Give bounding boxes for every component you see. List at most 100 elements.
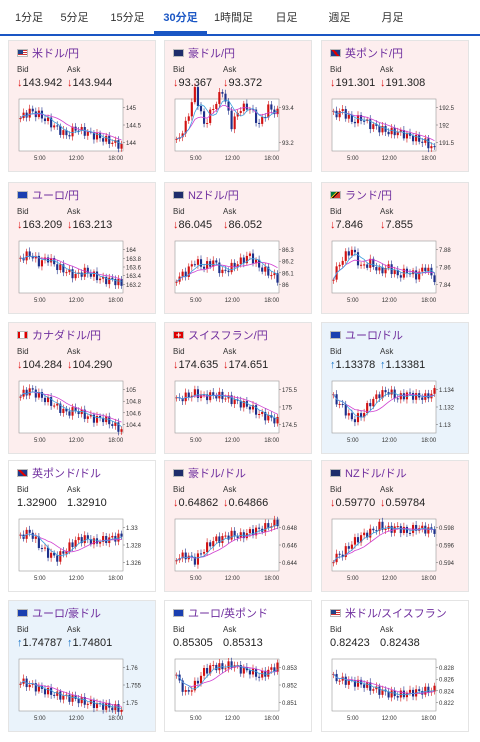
pair-title[interactable]: ユーロ/豪ドル xyxy=(17,605,101,621)
currency-card[interactable]: ユーロ/豪ドル Bid Ask ↑1.74787 ↑1.74801 1.76 1.… xyxy=(8,600,156,732)
pair-title[interactable]: ユーロ/英ポンド xyxy=(173,605,268,621)
currency-card[interactable]: 米ドル/円 Bid Ask ↓143.942 ↓143.944 145 144.5… xyxy=(8,40,156,172)
pair-name[interactable]: ランド/円 xyxy=(345,190,393,202)
candle-body xyxy=(245,401,248,407)
pair-name[interactable]: ユーロ/円 xyxy=(32,190,80,202)
tab-0[interactable]: 1分足 xyxy=(14,12,44,24)
candle-body xyxy=(433,146,436,148)
mini-candle-chart[interactable]: 86.3 86.2 86.1 86 5:00 12:00 18:00 xyxy=(173,239,305,307)
mini-candle-chart[interactable]: 0.828 0.826 0.824 0.822 5:00 12:00 18:00 xyxy=(330,657,462,725)
bid-price: 0.85305 xyxy=(173,637,213,649)
tab-1[interactable]: 5分足 xyxy=(60,12,89,24)
y-tick-label: 104.6 xyxy=(126,411,142,417)
pair-title[interactable]: NZドル/ドル xyxy=(330,465,407,481)
ask-label: Ask xyxy=(380,347,394,356)
candle-body xyxy=(202,266,206,269)
pair-name[interactable]: NZドル/円 xyxy=(188,190,239,202)
moving-average-line xyxy=(20,680,122,707)
pair-name[interactable]: 豪ドル/円 xyxy=(188,48,236,60)
tab-2[interactable]: 15分足 xyxy=(110,12,145,24)
mini-candle-chart[interactable]: 0.648 0.646 0.644 5:00 12:00 18:00 xyxy=(173,515,305,585)
currency-card[interactable]: カナダドル/円 Bid Ask ↓104.284 ↓104.290 105 104… xyxy=(8,322,156,454)
tab-4[interactable]: 1時間足 xyxy=(213,12,254,24)
mini-candle-chart[interactable]: 145 144.5 144 5:00 12:00 18:00 xyxy=(17,97,149,165)
candle-body xyxy=(89,539,92,545)
pair-title[interactable]: 英ポンド/円 xyxy=(330,45,403,61)
candle-body xyxy=(89,414,92,417)
mini-candle-chart[interactable]: 164 163.8 163.6 163.4 163.2 5:00 12:00 18:00 xyxy=(17,239,149,307)
moving-average-line xyxy=(176,665,278,690)
pair-name[interactable]: 豪ドル/ドル xyxy=(188,468,247,480)
pair-title[interactable]: 英ポンド/ドル xyxy=(17,465,101,481)
currency-card[interactable]: ランド/円 Bid Ask ↓7.846 ↓7.855 7.88 7.86 7.84… xyxy=(321,182,469,314)
pair-title[interactable]: 米ドル/スイスフラン xyxy=(330,605,447,621)
pair-name[interactable]: ユーロ/英ポンド xyxy=(188,608,269,620)
candle-body xyxy=(347,251,350,256)
currency-card[interactable]: スイスフラン/円 Bid Ask ↓174.635 ↓174.651 175.5… xyxy=(164,322,312,454)
candle-body xyxy=(117,140,120,149)
currency-card[interactable]: 英ポンド/ドル Bid Ask 1.32900 1.32910 1.33 1.32… xyxy=(8,460,156,592)
tab-3[interactable]: 30分足 xyxy=(154,0,207,34)
pair-name[interactable]: 米ドル/円 xyxy=(32,48,80,60)
currency-card[interactable]: 英ポンド/円 Bid Ask ↓191.301 ↓191.308 192.5 19… xyxy=(321,40,469,172)
x-tick-label: 5:00 xyxy=(190,576,202,582)
candle-body xyxy=(372,398,375,407)
tab-7[interactable]: 月足 xyxy=(381,12,404,24)
currency-card[interactable]: ユーロ/円 Bid Ask ↓163.209 ↓163.213 164 163.8… xyxy=(8,182,156,314)
currency-card[interactable]: NZドル/円 Bid Ask ↓86.045 ↓86.052 86.3 86.2 8… xyxy=(164,182,312,314)
candle-body xyxy=(218,262,221,274)
pair-name[interactable]: ユーロ/ドル xyxy=(345,330,404,342)
pair-name[interactable]: 英ポンド/ドル xyxy=(32,468,102,480)
mini-candle-chart[interactable]: 192.5 192 191.5 5:00 12:00 18:00 xyxy=(330,97,462,165)
pair-name[interactable]: ユーロ/豪ドル xyxy=(32,608,102,620)
mini-candle-chart[interactable]: 1.33 1.328 1.326 5:00 12:00 18:00 xyxy=(17,517,149,585)
pair-title[interactable]: ユーロ/ドル xyxy=(330,327,403,343)
pair-title[interactable]: ランド/円 xyxy=(330,187,392,203)
candle-body xyxy=(56,125,59,127)
candle-body xyxy=(424,525,427,534)
candle-body xyxy=(408,132,412,136)
pair-title[interactable]: ユーロ/円 xyxy=(17,187,79,203)
pair-name[interactable]: スイスフラン/円 xyxy=(188,330,268,342)
pair-title[interactable]: 豪ドル/ドル xyxy=(173,465,246,481)
candle-body xyxy=(175,138,178,140)
tab-6[interactable]: 週足 xyxy=(328,12,351,24)
candle-body xyxy=(393,127,396,136)
candle-body xyxy=(117,704,120,712)
pair-title[interactable]: カナダドル/円 xyxy=(17,327,101,343)
candle-body xyxy=(267,669,270,677)
mini-candle-chart[interactable]: 0.853 0.852 0.851 5:00 12:00 18:00 xyxy=(173,657,305,725)
pair-title[interactable]: NZドル/円 xyxy=(173,187,239,203)
pair-name[interactable]: 英ポンド/円 xyxy=(345,48,404,60)
candle-body xyxy=(369,682,372,691)
pair-name[interactable]: カナダドル/円 xyxy=(32,330,102,342)
pair-name[interactable]: NZドル/ドル xyxy=(345,468,407,480)
currency-card[interactable]: NZドル/ドル Bid Ask ↓0.59770 ↓0.59784 0.598 0… xyxy=(321,460,469,592)
candle-body xyxy=(242,257,245,264)
pair-title[interactable]: 豪ドル/円 xyxy=(173,45,235,61)
mini-candle-chart[interactable]: 1.134 1.132 1.13 5:00 12:00 18:00 xyxy=(330,379,462,447)
candle-body xyxy=(37,536,40,549)
tab-5[interactable]: 日足 xyxy=(275,12,298,24)
bid-price: 0.82423 xyxy=(330,637,370,649)
ask-label: Ask xyxy=(380,485,394,494)
currency-card[interactable]: 豪ドル/ドル Bid Ask ↓0.64862 ↓0.64866 0.648 0.… xyxy=(164,460,312,592)
pair-name[interactable]: 米ドル/スイスフラン xyxy=(345,608,447,620)
candle-body xyxy=(350,249,353,256)
mini-candle-chart[interactable]: 1.76 1.755 1.75 5:00 12:00 18:00 xyxy=(17,657,149,725)
currency-card[interactable]: ユーロ/英ポンド Bid Ask 0.85305 0.85313 0.853 0.… xyxy=(164,600,312,732)
currency-card[interactable]: 豪ドル/円 Bid Ask ↓93.367 ↓93.372 93.4 93.2 5:… xyxy=(164,40,312,172)
mini-candle-chart[interactable]: 175.5 175 174.5 5:00 12:00 18:00 xyxy=(173,379,305,447)
bid-label: Bid xyxy=(173,207,185,216)
mini-candle-chart[interactable]: 0.598 0.596 0.594 5:00 12:00 18:00 xyxy=(330,517,462,585)
mini-candle-chart[interactable]: 93.4 93.2 5:00 12:00 18:00 xyxy=(173,83,305,165)
currency-card[interactable]: 米ドル/スイスフラン Bid Ask 0.82423 0.82438 0.828… xyxy=(321,600,469,732)
mini-candle-chart[interactable]: 105 104.8 104.6 104.4 5:00 12:00 18:00 xyxy=(17,379,149,447)
pair-title[interactable]: 米ドル/円 xyxy=(17,45,79,61)
currency-card[interactable]: ユーロ/ドル Bid Ask ↑1.13378 ↑1.13381 1.134 1.… xyxy=(321,322,469,454)
candle-body xyxy=(102,535,105,542)
candle-body xyxy=(86,267,89,274)
pair-title[interactable]: スイスフラン/円 xyxy=(173,327,268,343)
mini-candle-chart[interactable]: 7.88 7.86 7.84 5:00 12:00 18:00 xyxy=(330,239,462,307)
down-arrow-icon: ↓ xyxy=(223,219,229,231)
